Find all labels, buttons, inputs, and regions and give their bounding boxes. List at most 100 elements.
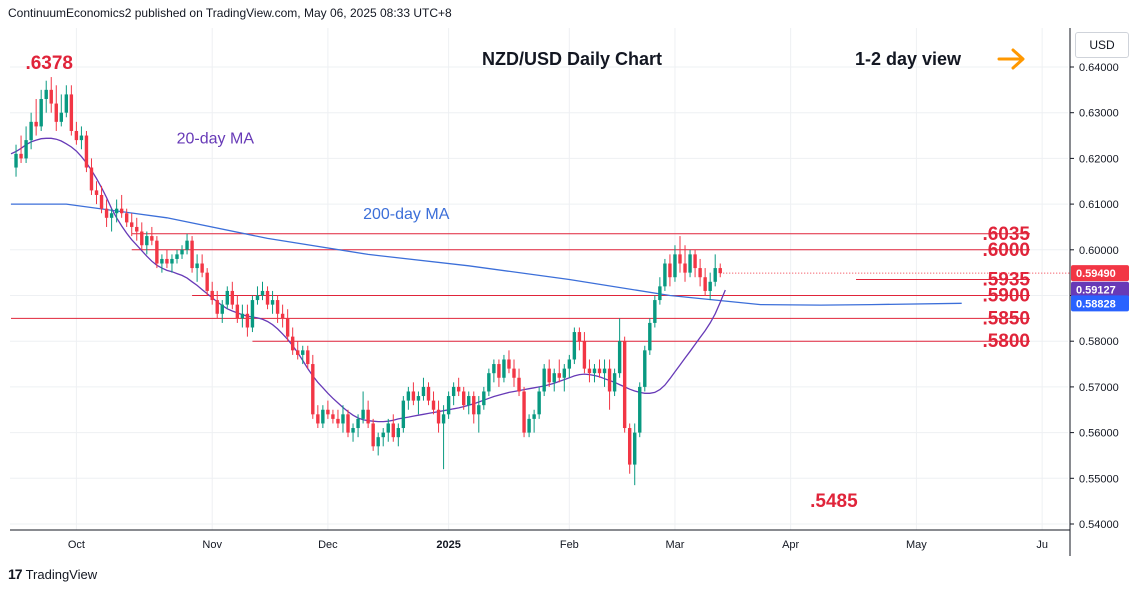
level-label: .6000 xyxy=(982,240,1030,261)
candle-body xyxy=(562,368,566,378)
y-tick-label: 0.63000 xyxy=(1079,108,1119,120)
level-label: .5935 xyxy=(982,270,1030,291)
price-tag-bg xyxy=(1071,281,1129,298)
y-tick-label: 0.55000 xyxy=(1079,473,1119,485)
tradingview-footer[interactable]: 17 TradingView xyxy=(8,566,97,582)
candle-body xyxy=(517,377,521,392)
candle-body xyxy=(436,409,441,424)
candle-body xyxy=(195,263,199,269)
candle-body xyxy=(456,386,461,392)
candle-body xyxy=(104,208,109,218)
candle-body xyxy=(638,386,642,433)
candle-body xyxy=(386,423,390,433)
candle-body xyxy=(19,153,23,159)
candle-body xyxy=(612,373,617,392)
candle-body xyxy=(678,254,682,264)
candle-body xyxy=(215,300,219,314)
candle-body xyxy=(275,300,280,314)
candle-body xyxy=(230,290,235,305)
level-label: .5900 xyxy=(982,286,1030,307)
candle-body xyxy=(718,268,722,274)
candle-body xyxy=(99,194,104,209)
candle-body xyxy=(14,153,18,168)
candle-body xyxy=(492,364,496,374)
candle-body xyxy=(316,414,320,424)
candle-body xyxy=(587,368,592,374)
arrow-right-icon xyxy=(997,48,1025,70)
view-label: 1-2 day view xyxy=(855,49,962,69)
ma20-label: 20-day MA xyxy=(177,131,255,148)
candle-body xyxy=(557,373,561,378)
candle-body xyxy=(401,400,406,429)
candle-body xyxy=(577,332,582,342)
candle-body xyxy=(130,222,134,227)
candle-body xyxy=(356,418,360,429)
candle-body xyxy=(446,396,451,415)
price-tag-bg xyxy=(1071,295,1129,312)
candle-body xyxy=(84,135,89,168)
candle-body xyxy=(411,391,416,401)
candle-body xyxy=(467,396,471,406)
currency-button[interactable]: USD xyxy=(1075,32,1129,58)
candle-body xyxy=(472,396,476,415)
candle-body xyxy=(416,396,421,401)
candle-body xyxy=(366,409,370,424)
candle-body xyxy=(29,121,33,141)
ma20-line xyxy=(10,137,726,423)
candle-body xyxy=(532,414,536,419)
level-label: .5850 xyxy=(982,308,1030,329)
candle-body xyxy=(673,254,677,278)
candle-body xyxy=(627,428,632,465)
x-tick-label: Nov xyxy=(202,539,222,551)
candle-body xyxy=(567,359,572,369)
candle-body xyxy=(44,89,48,99)
candle-body xyxy=(602,368,607,374)
candle-body xyxy=(190,240,194,269)
ma200-label: 200-day MA xyxy=(363,206,450,223)
candle-body xyxy=(572,332,577,360)
candle-body xyxy=(205,272,209,291)
candle-body xyxy=(285,318,290,337)
candle-body xyxy=(607,368,612,392)
ma200-line xyxy=(11,203,962,306)
candle-body xyxy=(351,428,355,433)
chart-title: NZD/USD Daily Chart xyxy=(482,49,662,69)
candle-body xyxy=(331,414,335,419)
price-annotation: .6378 xyxy=(25,53,73,74)
candle-body xyxy=(341,414,345,424)
candle-body xyxy=(54,103,58,122)
candle-body xyxy=(270,300,275,305)
candle-body xyxy=(260,290,265,296)
candle-body xyxy=(507,359,511,369)
x-tick-label: Dec xyxy=(318,539,338,551)
candle-body xyxy=(537,391,541,415)
candle-body xyxy=(426,386,431,401)
candle-body xyxy=(240,313,245,319)
candle-body xyxy=(74,130,79,141)
candle-body xyxy=(346,414,350,433)
candle-body xyxy=(421,386,426,397)
y-tick-label: 0.62000 xyxy=(1079,153,1119,165)
candle-body xyxy=(512,368,516,378)
price-tag-label: 0.59127 xyxy=(1076,285,1116,297)
candle-body xyxy=(396,428,401,438)
candle-body xyxy=(497,364,501,378)
level-label: .5800 xyxy=(982,331,1030,352)
x-tick-label: May xyxy=(906,539,927,551)
candle-body xyxy=(175,254,179,259)
candle-body xyxy=(617,341,622,374)
candle-body xyxy=(622,341,627,429)
candle-body xyxy=(49,89,53,104)
candle-body xyxy=(24,140,28,159)
candle-body xyxy=(165,258,169,264)
candle-body xyxy=(527,418,531,433)
candle-body xyxy=(301,350,305,355)
candle-body xyxy=(431,400,436,410)
candle-body xyxy=(306,350,310,365)
candle-body xyxy=(648,322,652,351)
candle-body xyxy=(547,368,551,383)
candle-body xyxy=(265,290,270,305)
candle-body xyxy=(502,359,506,378)
candle-body xyxy=(140,231,144,246)
